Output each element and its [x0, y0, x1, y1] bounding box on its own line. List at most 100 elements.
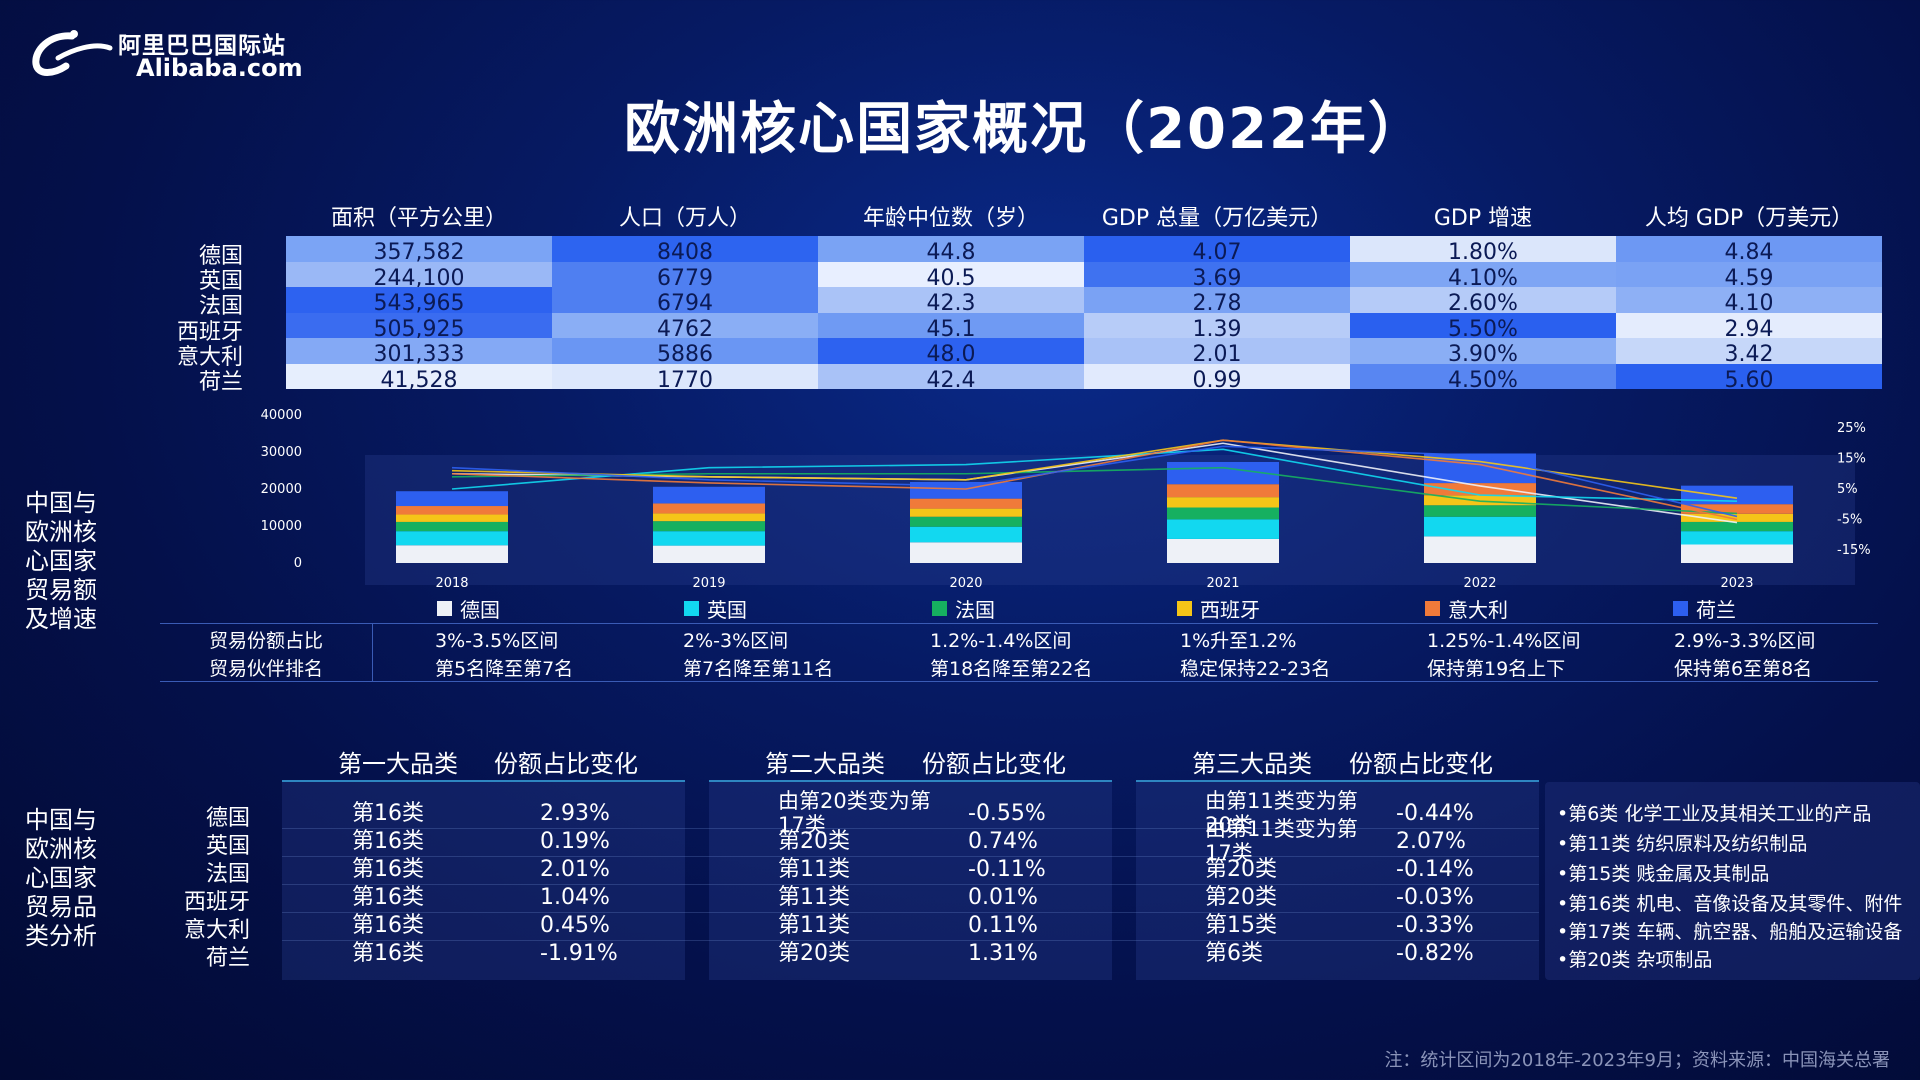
share-column: 3%-3.5%区间 第5名降至第7名 — [435, 627, 573, 683]
bar-segment — [653, 531, 765, 546]
header-gdp-per-capita: 人均 GDP（万美元） — [1644, 206, 1854, 231]
footer-note: 注：统计区间为2018年-2023年9月；资料来源：中国海关总署 — [1384, 1050, 1890, 1071]
cat2-change: -0.55% — [968, 801, 1046, 826]
stats-cell: 0.99 — [1084, 363, 1350, 389]
bar-segment — [396, 521, 508, 532]
rank-label: 贸易伙伴排名 — [208, 658, 323, 680]
y-tick-label: 0 — [294, 556, 302, 571]
cat3-value: 由第11类变为第17类 — [1205, 817, 1358, 865]
page-title: 欧洲核心国家概况（2022年） — [624, 97, 1426, 162]
cat1-value: 第16类 — [352, 857, 424, 882]
legend-item-uk: 英国 — [684, 594, 747, 623]
cat1-change: 2.93% — [540, 801, 610, 826]
category-header: 第一大品类 — [338, 750, 458, 778]
share-label: 贸易份额占比 — [208, 630, 323, 652]
cat1-change: 2.01% — [540, 857, 610, 882]
share-value: 1.25%-1.4%区间 — [1427, 630, 1581, 652]
stats-cell: 357,582 — [286, 236, 552, 262]
cat2-value: 第11类 — [778, 857, 850, 882]
stats-cell: 3.90% — [1350, 338, 1616, 364]
cat-row-label-de: 德国 — [205, 806, 250, 831]
bar-segment — [1424, 483, 1536, 496]
cat3-change: -0.33% — [1396, 913, 1474, 938]
cat2-change: -0.11% — [968, 857, 1046, 882]
bar-segment — [1167, 538, 1279, 563]
bar-segment — [1681, 485, 1793, 505]
category-notes-box: •第6类 化学工业及其相关工业的产品 •第11类 纺织原料及纺织制品 •第15类… — [1545, 782, 1920, 980]
trade-section-label: 中国与欧洲核心国家贸易额及增速 — [25, 489, 97, 633]
share-labels: 贸易份额占比 贸易伙伴排名 — [160, 627, 372, 683]
y2-tick-label: 5% — [1837, 482, 1858, 497]
stats-cell: 4.50% — [1350, 363, 1616, 389]
rank-value: 第5名降至第7名 — [435, 658, 574, 680]
category-header: 第三大品类 — [1192, 750, 1312, 778]
share-value: 2%-3%区间 — [683, 630, 789, 652]
bar-segment — [910, 498, 1022, 509]
y2-tick-label: 15% — [1837, 452, 1866, 467]
y2-tick-label: -5% — [1837, 513, 1862, 528]
stats-cell: 2.60% — [1350, 287, 1616, 313]
rank-value: 保持第6至第8名 — [1674, 658, 1813, 680]
note-line: •第17类 车辆、航空器、船舶及运输设备 — [1557, 921, 1903, 943]
stats-cell: 4.84 — [1616, 236, 1882, 262]
stats-cell: 5.60 — [1616, 363, 1882, 389]
cat1-change: 0.19% — [540, 829, 610, 854]
stats-row-label-uk: 英国 — [198, 269, 243, 294]
cat2-value: 第11类 — [778, 885, 850, 910]
share-column: 1.2%-1.4%区间 第18名降至第22名 — [930, 627, 1092, 683]
cat1-change: 0.45% — [540, 913, 610, 938]
stats-cell: 1.80% — [1350, 236, 1616, 262]
x-tick-label: 2023 — [1720, 576, 1753, 590]
logo-cn-text: 阿里巴巴国际站 — [118, 33, 286, 59]
cat-row-label-fr: 法国 — [205, 862, 250, 887]
note-line: •第20类 杂项制品 — [1557, 949, 1713, 971]
legend-label: 英国 — [707, 598, 747, 622]
bar-segment — [653, 521, 765, 532]
legend-swatch — [932, 601, 947, 616]
stats-cell: 3.69 — [1084, 261, 1350, 287]
growth-line — [451, 439, 1738, 499]
share-column: 1%升至1.2% 稳定保持22-23名 — [1180, 627, 1330, 683]
stats-cell: 48.0 — [818, 338, 1084, 364]
row-divider — [282, 940, 1539, 941]
cat2-value: 第11类 — [778, 913, 850, 938]
bar-segment — [1424, 536, 1536, 563]
cat1-value: 第16类 — [352, 941, 424, 966]
bar-segment — [1681, 513, 1793, 522]
stats-cell: 6794 — [552, 287, 818, 313]
cat1-value: 第16类 — [352, 885, 424, 910]
bar-segment — [910, 542, 1022, 563]
growth-line — [451, 448, 1738, 502]
share-column: 1.25%-1.4%区间 保持第19名上下 — [1427, 627, 1581, 683]
rank-value: 稳定保持22-23名 — [1180, 658, 1331, 680]
category-panel-2 — [709, 780, 1112, 980]
cat2-value: 第20类 — [778, 829, 850, 854]
rank-value: 保持第19名上下 — [1427, 658, 1566, 680]
bar-segment — [653, 545, 765, 563]
divider — [372, 623, 373, 681]
cat3-change: -0.44% — [1396, 801, 1474, 826]
category-header: 份额占比变化 — [1349, 750, 1493, 778]
x-tick-label: 2020 — [949, 576, 982, 590]
header-population: 人口（万人） — [618, 206, 751, 231]
cat3-value: 第15类 — [1205, 913, 1277, 938]
legend-label: 荷兰 — [1696, 598, 1736, 622]
bar-segment — [653, 513, 765, 522]
share-value: 1.2%-1.4%区间 — [930, 630, 1072, 652]
bar-segment — [1424, 495, 1536, 506]
stats-cell: 41,528 — [286, 363, 552, 389]
share-column: 2.9%-3.3%区间 保持第6至第8名 — [1674, 627, 1815, 683]
bar-segment — [1424, 516, 1536, 537]
note-line: •第11类 纺织原料及纺织制品 — [1557, 833, 1808, 855]
y-tick-label: 20000 — [261, 482, 302, 497]
cat2-change: 0.11% — [968, 913, 1038, 938]
cat3-value: 由第11类变为第20类 — [1205, 789, 1358, 837]
cat3-change: -0.82% — [1396, 941, 1474, 966]
cat-row-label-uk: 英国 — [205, 834, 250, 859]
bar-segment — [910, 516, 1022, 527]
cat3-value: 第20类 — [1205, 885, 1277, 910]
alibaba-logo-icon — [32, 30, 113, 76]
share-column: 2%-3%区间 第7名降至第11名 — [683, 627, 833, 683]
cat1-change: -1.91% — [540, 941, 618, 966]
y2-tick-label: -15% — [1837, 543, 1871, 558]
